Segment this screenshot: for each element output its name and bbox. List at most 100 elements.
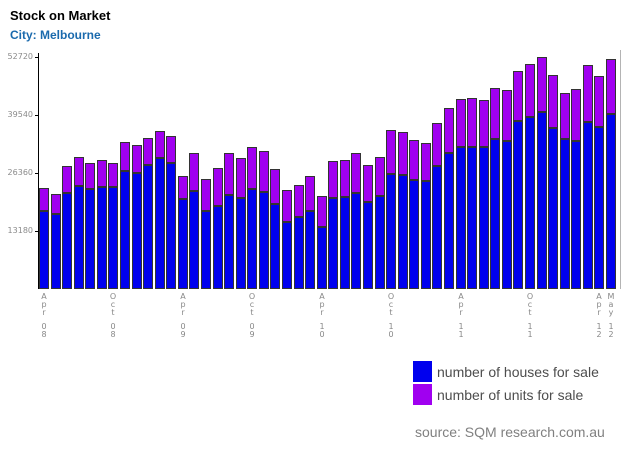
- bar-units-segment: [560, 93, 570, 139]
- plot-right-border: [620, 50, 621, 289]
- bar-houses-segment: [444, 153, 454, 289]
- legend-label-houses: number of houses for sale: [437, 363, 599, 380]
- bar-units-segment: [583, 65, 593, 122]
- bar-houses-segment: [259, 192, 269, 289]
- bar-houses-segment: [247, 189, 257, 289]
- legend-item-units: number of units for sale: [413, 383, 599, 406]
- bar-units-segment: [421, 143, 431, 181]
- y-axis-tick-label: 39540: [7, 110, 33, 119]
- bar-units-segment: [247, 147, 257, 189]
- bar-units-segment: [548, 75, 558, 128]
- bar-units-segment: [120, 142, 130, 171]
- bar-units-segment: [294, 185, 304, 217]
- bar-units-segment: [213, 168, 223, 206]
- y-axis-tick: [35, 57, 39, 58]
- bar-units-segment: [525, 64, 535, 117]
- bar-units-segment: [132, 145, 142, 173]
- bar-houses-segment: [594, 127, 604, 289]
- bar-units-segment: [259, 151, 269, 192]
- bar-units-segment: [456, 99, 466, 147]
- bar-houses-segment: [224, 195, 234, 289]
- bar-houses-segment: [560, 139, 570, 289]
- bar-units-segment: [51, 194, 61, 214]
- bar-units-segment: [537, 57, 547, 112]
- bar-units-segment: [270, 169, 280, 204]
- bar-houses-segment: [85, 189, 95, 289]
- bar-houses-segment: [571, 141, 581, 289]
- bar-houses-segment: [166, 163, 176, 289]
- bar-houses-segment: [502, 141, 512, 289]
- bar-houses-segment: [479, 147, 489, 289]
- bar-units-segment: [201, 179, 211, 211]
- bar-houses-segment: [178, 199, 188, 289]
- bar-units-segment: [467, 98, 477, 147]
- bar-houses-segment: [375, 196, 385, 289]
- legend: number of houses for sale number of unit…: [413, 360, 599, 406]
- bar-houses-segment: [108, 187, 118, 289]
- bar-houses-segment: [143, 165, 153, 289]
- bar-units-segment: [594, 76, 604, 127]
- bar-houses-segment: [74, 186, 84, 289]
- bar-houses-segment: [294, 217, 304, 289]
- y-axis-tick: [35, 173, 39, 174]
- source-attribution: source: SQM research.com.au: [415, 424, 605, 440]
- bar-units-segment: [155, 131, 165, 158]
- bar-houses-segment: [340, 197, 350, 289]
- bar-houses-segment: [51, 214, 61, 289]
- bar-houses-segment: [398, 175, 408, 289]
- bar-houses-segment: [363, 202, 373, 289]
- bar-houses-segment: [537, 112, 547, 289]
- bar-units-segment: [351, 153, 361, 193]
- y-axis-tick-label: 52720: [7, 52, 33, 61]
- bar-houses-segment: [548, 128, 558, 289]
- bar-houses-segment: [201, 211, 211, 289]
- bar-houses-segment: [62, 193, 72, 289]
- bar-houses-segment: [490, 139, 500, 289]
- bar-units-segment: [62, 166, 72, 193]
- y-axis-tick-label: 13180: [7, 226, 33, 235]
- bar-units-segment: [224, 153, 234, 195]
- bar-houses-segment: [317, 227, 327, 289]
- bar-units-segment: [606, 59, 616, 114]
- y-axis-line: [38, 53, 39, 289]
- bar-units-segment: [317, 196, 327, 227]
- bar-houses-segment: [120, 171, 130, 289]
- bar-houses-segment: [39, 211, 49, 289]
- bar-houses-segment: [583, 122, 593, 289]
- bar-units-segment: [282, 190, 292, 222]
- bar-houses-segment: [351, 193, 361, 289]
- bar-units-segment: [189, 153, 199, 191]
- bar-units-segment: [363, 165, 373, 202]
- bar-houses-segment: [132, 173, 142, 289]
- bar-units-segment: [490, 88, 500, 139]
- bar-units-segment: [432, 123, 442, 166]
- bar-houses-segment: [270, 204, 280, 289]
- bar-houses-segment: [155, 158, 165, 289]
- bar-units-segment: [571, 89, 581, 141]
- bar-units-segment: [409, 140, 419, 180]
- bar-units-segment: [502, 90, 512, 141]
- bar-units-segment: [340, 160, 350, 197]
- bar-units-segment: [143, 138, 153, 165]
- bar-units-segment: [479, 100, 489, 147]
- bar-units-segment: [178, 176, 188, 199]
- legend-swatch-units: [413, 384, 432, 405]
- bar-units-segment: [305, 176, 315, 211]
- bar-houses-segment: [606, 114, 616, 289]
- bar-units-segment: [166, 136, 176, 163]
- bar-units-segment: [386, 130, 396, 174]
- bar-houses-segment: [97, 187, 107, 289]
- bar-houses-segment: [282, 222, 292, 289]
- bar-units-segment: [108, 163, 118, 187]
- bar-houses-segment: [328, 198, 338, 289]
- y-axis-tick-label: 26360: [7, 168, 33, 177]
- bar-units-segment: [513, 71, 523, 121]
- bar-houses-segment: [386, 174, 396, 289]
- y-axis-tick: [35, 231, 39, 232]
